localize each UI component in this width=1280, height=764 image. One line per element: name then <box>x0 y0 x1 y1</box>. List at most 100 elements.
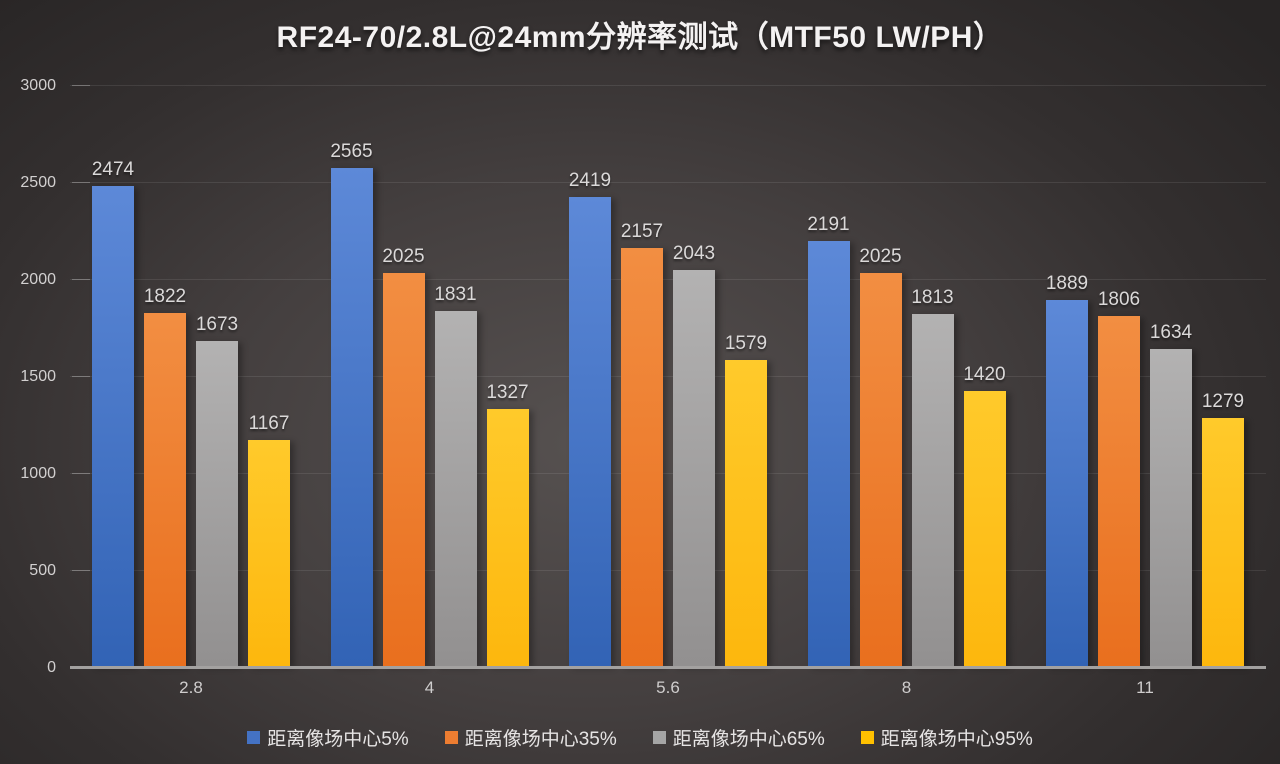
bar-wrap: 1822 <box>144 286 186 666</box>
legend-label: 距离像场中心65% <box>672 729 825 750</box>
bar <box>621 248 663 666</box>
bar <box>1098 316 1140 666</box>
bar-wrap: 1813 <box>911 287 954 666</box>
legend-item: 距离像场中心95% <box>860 724 1033 751</box>
bar-wrap: 2043 <box>673 243 715 666</box>
legend-item: 距离像场中心35% <box>444 724 617 751</box>
bar <box>725 360 767 666</box>
bar-value-label: 2157 <box>620 221 664 242</box>
bar-wrap: 1579 <box>725 333 767 666</box>
bar-group-8: 2191 2025 1813 1420 <box>807 214 1006 666</box>
bar-value-label: 1167 <box>248 413 290 434</box>
bar <box>963 391 1006 666</box>
bar-wrap: 2025 <box>382 246 425 666</box>
bar-value-label: 2474 <box>91 159 135 180</box>
legend-label: 距离像场中心5% <box>267 729 409 750</box>
gridline <box>70 570 1266 571</box>
bar-wrap: 1279 <box>1202 391 1244 666</box>
bar <box>248 440 290 666</box>
bar-wrap: 2191 <box>807 214 850 666</box>
bar-value-label: 1822 <box>143 286 187 307</box>
bar <box>382 273 425 666</box>
bar <box>911 314 954 666</box>
bar-value-label: 1673 <box>195 314 239 335</box>
legend-item: 距离像场中心65% <box>652 724 825 751</box>
bar-wrap: 1420 <box>963 364 1006 666</box>
bar-value-label: 1831 <box>434 284 477 305</box>
y-tick-label: 0 <box>47 659 56 676</box>
legend-swatch-icon <box>652 731 666 744</box>
bar-value-label: 1634 <box>1149 322 1193 343</box>
bar <box>144 313 186 666</box>
chart-title: RF24-70/2.8L@24mm分辨率测试（MTF50 LW/PH） <box>276 21 1004 54</box>
bar <box>330 168 373 666</box>
bar-value-label: 2419 <box>568 170 612 191</box>
legend: 距离像场中心5% 距离像场中心35% 距离像场中心65% 距离像场中心95% <box>0 724 1280 751</box>
bar <box>92 186 134 666</box>
bar-value-label: 1579 <box>724 333 768 354</box>
plot-area: 2474 1822 1673 1167 2565 2025 1831 1327 2419 2157… <box>70 85 1266 669</box>
legend-swatch-icon <box>860 731 874 744</box>
gridline <box>70 279 1266 280</box>
legend-label: 距离像场中心35% <box>464 729 617 750</box>
bar <box>434 311 477 666</box>
bar-value-label: 1327 <box>486 382 529 403</box>
x-axis-label: 8 <box>901 678 912 697</box>
y-axis-labels: 0 500 1000 1500 2000 2500 3000 <box>0 78 56 676</box>
x-axis-label: 11 <box>1136 678 1154 697</box>
y-tick-label: 2000 <box>20 271 56 288</box>
bar-group-4: 2565 2025 1831 1327 <box>330 141 529 666</box>
bar <box>673 270 715 666</box>
y-tick-label: 2500 <box>20 174 56 191</box>
x-axis-label: 4 <box>424 678 435 697</box>
bar-value-label: 2191 <box>807 214 850 235</box>
bar-wrap: 2419 <box>569 170 611 666</box>
gridline <box>70 85 1266 86</box>
bar-wrap: 1327 <box>486 382 529 666</box>
bar-group-5.6: 2419 2157 2043 1579 <box>569 170 767 666</box>
x-axis-labels: 2.8 4 5.6 8 11 <box>70 678 1266 698</box>
x-axis-line <box>70 666 1266 669</box>
bar-value-label: 1420 <box>963 364 1006 385</box>
bar-wrap: 2565 <box>330 141 373 666</box>
legend-item: 距离像场中心5% <box>247 724 409 751</box>
y-tick-label: 500 <box>29 562 56 579</box>
bar <box>1046 300 1088 666</box>
bar-value-label: 2043 <box>672 243 716 264</box>
bar-group-2.8: 2474 1822 1673 1167 <box>92 159 290 666</box>
bar <box>196 341 238 666</box>
x-axis-label: 2.8 <box>179 678 203 697</box>
bar-wrap: 2157 <box>621 221 663 666</box>
bar <box>569 197 611 666</box>
y-tick-label: 1000 <box>20 465 56 482</box>
bar-wrap: 1806 <box>1098 289 1140 666</box>
gridline <box>70 376 1266 377</box>
bar-value-label: 1889 <box>1045 273 1089 294</box>
bar-wrap: 2025 <box>859 246 902 666</box>
bar-wrap: 1889 <box>1046 273 1088 666</box>
y-tick-label: 3000 <box>20 77 56 94</box>
bar-wrap: 1634 <box>1150 322 1192 666</box>
bar-value-label: 2025 <box>382 246 425 267</box>
bar-wrap: 2474 <box>92 159 134 666</box>
bar <box>1202 418 1244 666</box>
bar-group-11: 1889 1806 1634 1279 <box>1046 273 1244 666</box>
bar <box>859 273 902 666</box>
y-tick-label: 1500 <box>20 368 56 385</box>
x-axis-label: 5.6 <box>656 678 680 697</box>
gridline <box>70 182 1266 183</box>
legend-swatch-icon <box>444 731 458 744</box>
legend-swatch-icon <box>247 731 261 744</box>
bar <box>807 241 850 666</box>
bar <box>486 409 529 666</box>
bar-wrap: 1673 <box>196 314 238 666</box>
bar-wrap: 1167 <box>248 413 290 666</box>
bar-value-label: 2025 <box>859 246 902 267</box>
bar-value-label: 2565 <box>330 141 373 162</box>
gridline <box>70 473 1266 474</box>
legend-label: 距离像场中心95% <box>880 729 1033 750</box>
bar-wrap: 1831 <box>434 284 477 666</box>
bar-groups: 2474 1822 1673 1167 2565 2025 1831 1327 2419 2157… <box>70 86 1266 666</box>
bar-value-label: 1279 <box>1201 391 1245 412</box>
